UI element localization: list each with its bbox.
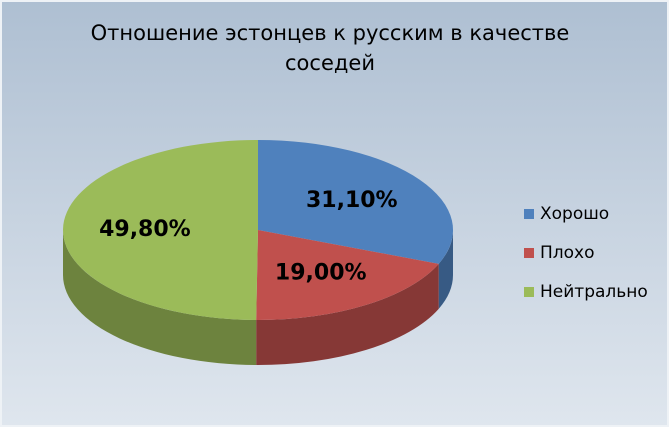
data-label: 49,80% xyxy=(99,217,191,242)
legend-swatch xyxy=(524,209,534,219)
pie-slice xyxy=(256,230,439,320)
legend-swatch xyxy=(524,287,534,297)
pie-slice xyxy=(62,140,258,320)
legend-label: Нейтрально xyxy=(540,282,648,302)
chart-title: Отношение эстонцев к русским в качестве … xyxy=(90,21,570,75)
data-label: 31,10% xyxy=(306,188,398,213)
legend-label: Хорошо xyxy=(540,204,609,224)
pie-side xyxy=(256,263,439,365)
pie-slice xyxy=(258,140,454,264)
pie-side xyxy=(63,230,257,365)
data-label: 19,00% xyxy=(275,260,367,285)
legend-swatch xyxy=(524,248,534,258)
pie-side xyxy=(438,230,453,309)
legend-label: Плохо xyxy=(540,243,595,263)
